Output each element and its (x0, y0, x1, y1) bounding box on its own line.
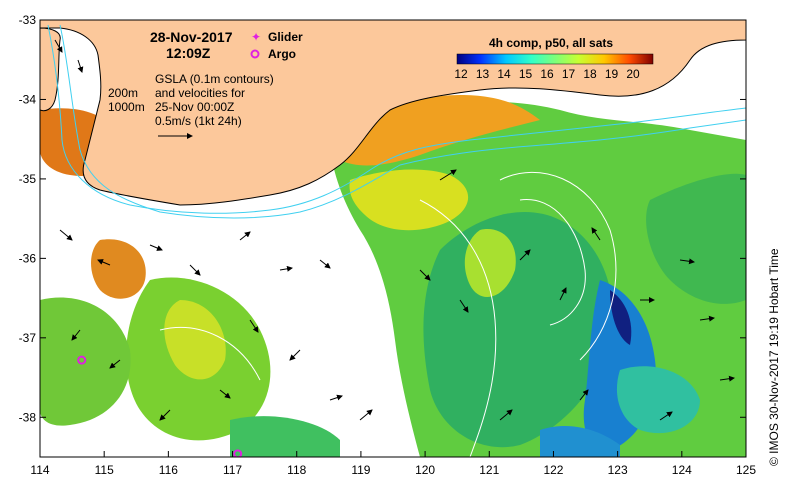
gsla-line-2: and velocities for (155, 86, 245, 100)
x-tick-label: 115 (95, 463, 114, 477)
colorbar-ticks: 12 13 14 15 16 17 18 19 20 (454, 67, 640, 81)
argo-legend-icon (250, 49, 260, 59)
x-tick-label: 117 (223, 463, 242, 477)
coastline-west (40, 27, 61, 112)
velocity-arrows (54, 39, 735, 421)
x-tick-label: 116 (159, 463, 178, 477)
colorbar-tick-label: 12 (454, 67, 468, 81)
glider-legend-icon: ✦ (251, 30, 261, 44)
x-tick-label: 123 (608, 463, 628, 477)
y-tick-label: -34 (19, 92, 37, 106)
gsla-line-4: 0.5m/s (1kt 24h) (155, 114, 242, 128)
x-tick-label: 118 (287, 463, 306, 477)
colorbar-tick-label: 14 (497, 67, 511, 81)
bathymetry-contours (47, 24, 746, 219)
marker-legend: ✦ Glider Argo (250, 30, 303, 61)
colorbar-tick-label: 16 (540, 67, 554, 81)
y-tick-label: -36 (19, 251, 37, 265)
y-tick-label: -37 (19, 331, 37, 345)
colorbar-tick-label: 19 (605, 67, 619, 81)
colorbar-ramp (456, 53, 654, 65)
y-axis-ticks: -33 -34 -35 -36 -37 -38 (19, 13, 746, 424)
x-tick-label: 121 (479, 463, 499, 477)
y-tick-label: -38 (19, 410, 37, 424)
x-tick-label: 125 (736, 463, 756, 477)
colorbar-tick-label: 20 (626, 67, 640, 81)
glider-legend-label: Glider (268, 30, 303, 44)
gsla-line-3: 25-Nov 00:00Z (155, 100, 234, 114)
y-tick-label: -33 (19, 13, 37, 27)
x-tick-label: 124 (672, 463, 692, 477)
bathy-label-200: 200m (108, 86, 138, 100)
colorbar: 4h comp, p50, all sats 12 13 14 15 16 17 18 19 2… (454, 36, 654, 81)
argo-legend-label: Argo (268, 47, 296, 61)
plot-frame (39, 19, 747, 458)
gsla-line-1: GSLA (0.1m contours) (155, 72, 274, 86)
colorbar-tick-label: 18 (583, 67, 597, 81)
colorbar-tick-label: 17 (562, 67, 576, 81)
argo-float-1 (77, 355, 87, 365)
x-tick-label: 114 (30, 463, 49, 477)
x-tick-label: 120 (415, 463, 435, 477)
gsla-note: GSLA (0.1m contours) and velocities for … (155, 72, 274, 139)
argo-markers (77, 355, 243, 457)
colorbar-tick-label: 15 (519, 67, 533, 81)
x-tick-label: 122 (543, 463, 563, 477)
colorbar-tick-label: 13 (476, 67, 490, 81)
sla-contours (159, 171, 617, 457)
map-layers (40, 20, 746, 457)
australian-landmass (40, 20, 746, 206)
title-date: 28-Nov-2017 (150, 29, 233, 45)
credit-text: © IMOS 30-Nov-2017 19:19 Hobart Time (767, 248, 781, 466)
bathy-label-1000: 1000m (108, 100, 145, 114)
argo-float-2 (233, 449, 243, 457)
colorbar-title: 4h comp, p50, all sats (489, 36, 613, 50)
x-axis-ticks: 114 115 116 117 118 119 120 121 122 123 124 125 (30, 451, 756, 477)
title-time: 12:09Z (166, 45, 211, 61)
y-tick-label: -35 (19, 172, 37, 186)
x-tick-label: 119 (351, 463, 370, 477)
